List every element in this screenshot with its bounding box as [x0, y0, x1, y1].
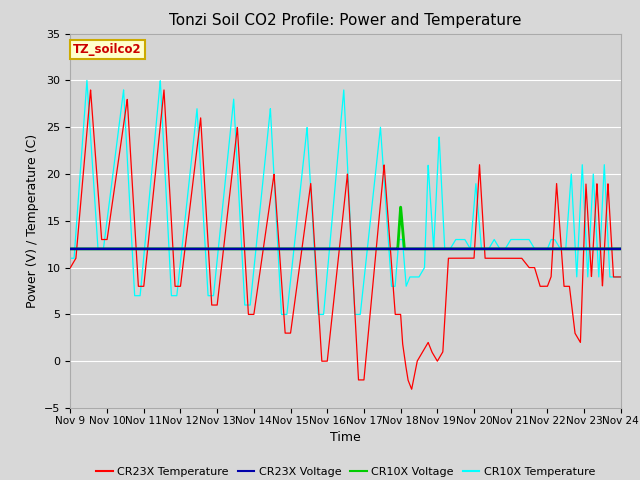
CR23X Voltage [94, 246, 102, 252]
CR10X Voltage [475, 246, 483, 252]
CR23X Voltage [617, 246, 625, 252]
CR10X Voltage [397, 204, 404, 210]
Y-axis label: Power (V) / Temperature (C): Power (V) / Temperature (C) [26, 134, 39, 308]
CR10X Temperature [83, 78, 91, 84]
CR10X Voltage [504, 246, 512, 252]
CR10X Temperature [617, 274, 625, 280]
CR10X Temperature [504, 241, 512, 247]
CR23X Temperature [617, 274, 625, 280]
CR10X Voltage [94, 246, 102, 252]
CR10X Temperature [417, 272, 424, 278]
CR23X Temperature [408, 386, 415, 392]
CR23X Temperature [266, 201, 273, 207]
CR23X Temperature [94, 189, 102, 194]
CR10X Temperature [94, 246, 102, 252]
CR10X Temperature [475, 213, 483, 218]
CR10X Voltage [392, 246, 400, 252]
X-axis label: Time: Time [330, 431, 361, 444]
CR10X Temperature [278, 312, 285, 317]
CR23X Temperature [160, 87, 168, 93]
CR10X Temperature [266, 112, 273, 118]
CR23X Temperature [475, 178, 483, 184]
Text: TZ_soilco2: TZ_soilco2 [73, 43, 142, 56]
Line: CR10X Voltage: CR10X Voltage [70, 207, 621, 249]
CR23X Temperature [504, 255, 512, 261]
CR10X Temperature [392, 270, 400, 276]
Legend: CR23X Temperature, CR23X Voltage, CR10X Voltage, CR10X Temperature: CR23X Temperature, CR23X Voltage, CR10X … [92, 462, 600, 480]
CR23X Voltage [416, 246, 424, 252]
Title: Tonzi Soil CO2 Profile: Power and Temperature: Tonzi Soil CO2 Profile: Power and Temper… [170, 13, 522, 28]
CR23X Voltage [504, 246, 511, 252]
CR10X Voltage [617, 246, 625, 252]
CR10X Voltage [266, 246, 273, 252]
CR23X Voltage [475, 246, 483, 252]
CR23X Voltage [67, 246, 74, 252]
Line: CR23X Temperature: CR23X Temperature [70, 90, 621, 389]
CR23X Temperature [67, 264, 74, 270]
CR10X Voltage [416, 246, 424, 252]
Line: CR10X Temperature: CR10X Temperature [70, 81, 621, 314]
CR23X Voltage [266, 246, 273, 252]
CR23X Voltage [392, 246, 400, 252]
CR23X Temperature [392, 312, 400, 317]
CR10X Temperature [67, 255, 74, 261]
CR10X Voltage [67, 246, 74, 252]
CR23X Temperature [417, 353, 424, 359]
